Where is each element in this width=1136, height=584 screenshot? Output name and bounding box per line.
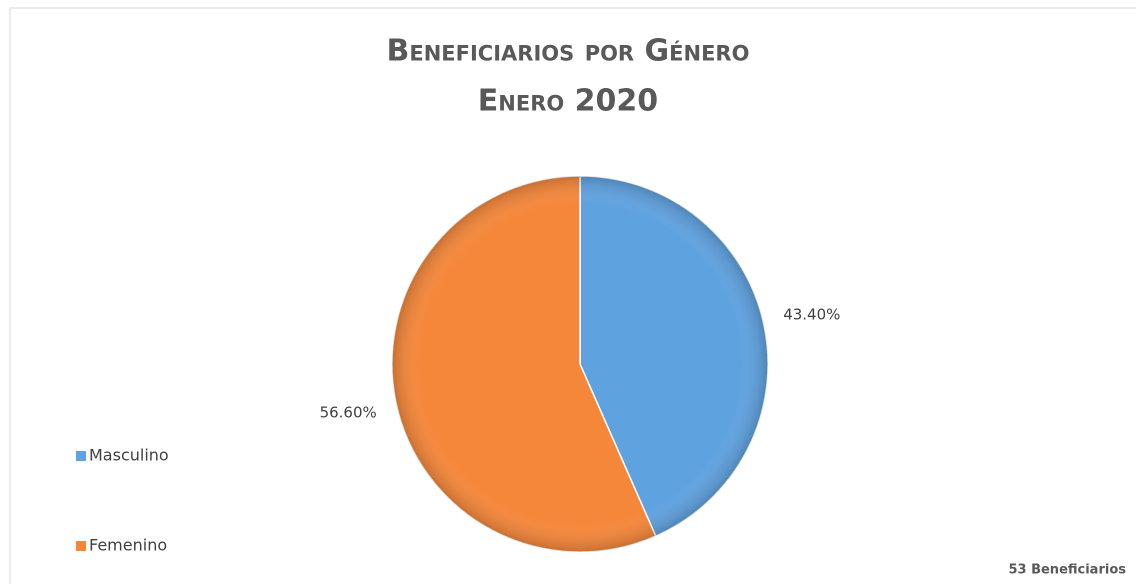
legend-label: Femenino [89,536,167,555]
data-label: 43.40% [783,306,840,324]
chart-border [9,7,1136,584]
legend-swatch [76,541,86,551]
legend-label: Masculino [89,446,169,465]
annotation: 53 Beneficiarios [1008,563,1126,578]
chart-title: Beneficiarios por Género [387,34,750,69]
legend-swatch [76,451,86,461]
chart-subtitle: Enero 2020 [478,84,658,119]
data-label: 56.60% [320,403,377,421]
